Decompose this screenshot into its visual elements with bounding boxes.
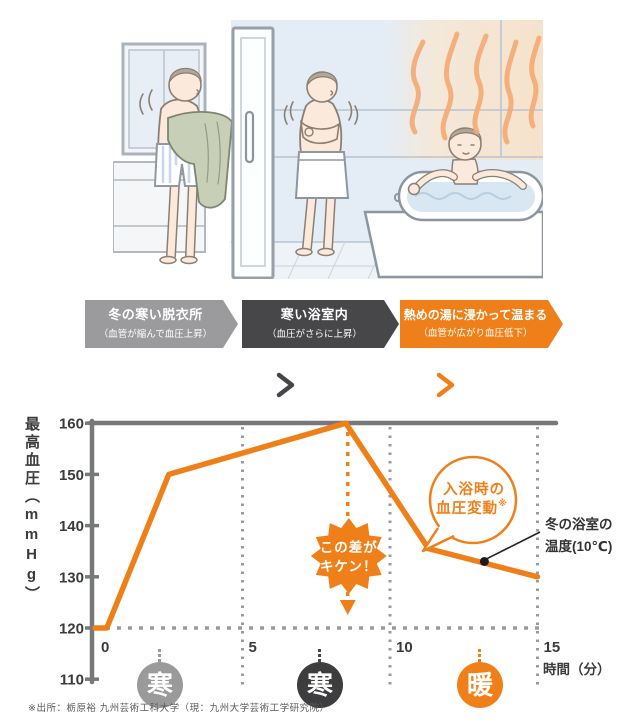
flow-step-2-title: 寒い浴室内 bbox=[280, 307, 349, 323]
grid-layer bbox=[95, 427, 543, 688]
arrow-right-icon bbox=[276, 372, 295, 398]
arrow-right-icon bbox=[436, 372, 455, 398]
x-tick-label: 10 bbox=[396, 639, 413, 656]
speech-bubble-tail bbox=[423, 526, 456, 551]
x-tick-label: 15 bbox=[544, 639, 561, 656]
flow-step-1-banner: 冬の寒い脱衣所 （血管が縮んで血圧上昇） bbox=[85, 300, 238, 348]
blood-pressure-line bbox=[92, 420, 541, 631]
burst-star-icon bbox=[310, 518, 387, 594]
flow-step-1-subtitle: （血管が縮んで血圧上昇） bbox=[98, 328, 213, 340]
flow-step-2-subtitle: （血圧がさらに上昇） bbox=[266, 328, 362, 340]
data-point-dot bbox=[479, 556, 489, 566]
y-tick-label: 130 bbox=[59, 569, 84, 586]
flow-section: 冬の寒い脱衣所 （血管が縮んで血圧上昇） 寒い浴室内 （血圧がさらに上昇） 熱め… bbox=[85, 300, 563, 708]
bathtub bbox=[363, 170, 543, 279]
svg-text:この差が: この差が bbox=[320, 539, 378, 555]
speech-bubble-icon bbox=[428, 455, 518, 545]
door bbox=[231, 26, 275, 279]
badge-cold-2: 寒 bbox=[297, 662, 343, 708]
speech-bubble-tail-outline bbox=[421, 527, 455, 553]
x-tick-label: 5 bbox=[249, 639, 257, 656]
arrow-down-icon bbox=[339, 600, 356, 615]
y-tick-label: 120 bbox=[59, 621, 84, 638]
y-tick-label: 150 bbox=[59, 467, 84, 484]
svg-text:温度(10℃): 温度(10℃) bbox=[545, 538, 612, 554]
flow-step-2-banner: 寒い浴室内 （血圧がさらに上昇） bbox=[242, 300, 399, 348]
svg-text:入浴時の: 入浴時の bbox=[443, 480, 505, 498]
svg-text:冬の浴室の: 冬の浴室の bbox=[545, 516, 613, 532]
flow-step-3-subtitle: （血管が広がり血圧低下） bbox=[418, 328, 533, 340]
x-axis-title: 時間（分） bbox=[543, 661, 611, 677]
y-tick-label: 140 bbox=[59, 518, 84, 535]
bathing-man-figure bbox=[407, 127, 527, 196]
source-note: ※出所：栃原裕 九州芸術工科大学（現：九州大学芸術工学研究院） bbox=[28, 703, 330, 714]
steam-icon bbox=[409, 31, 542, 145]
callout-pointer-line bbox=[487, 531, 541, 560]
flow-step-3-banner: 熱めの湯に浸かって温まる （血管が広がり血圧低下） bbox=[400, 300, 563, 348]
dotted-connector bbox=[318, 649, 321, 662]
badge-warm: 暖 bbox=[457, 662, 503, 708]
y-tick-label: 160 bbox=[59, 416, 84, 433]
flow-step-1-title: 冬の寒い脱衣所 bbox=[108, 307, 203, 323]
blood-pressure-chart: 160 150 140 130 120 110 0 5 10 15 この差が キケン！ 入浴時の … bbox=[59, 416, 613, 689]
dotted-connector bbox=[478, 649, 481, 662]
flow-arrows bbox=[184, 372, 455, 398]
dotted-connector bbox=[158, 649, 161, 662]
svg-text:キケン！: キケン！ bbox=[320, 559, 378, 574]
tick-layer: 160 150 140 130 120 110 0 5 10 15 bbox=[59, 416, 560, 689]
flow-step-3-title: 熱めの湯に浸かって温まる bbox=[403, 307, 548, 322]
y-tick-label: 110 bbox=[60, 672, 84, 689]
undressing-man-figure bbox=[139, 67, 233, 265]
x-tick-label: 0 bbox=[101, 639, 109, 656]
bubble-line2: 血圧変動※ bbox=[436, 498, 508, 517]
bubble-annotation: 入浴時の 血圧変動※ bbox=[421, 455, 518, 553]
callout-annotation: 冬の浴室の 温度(10℃) bbox=[479, 516, 613, 566]
bathroom-illustration bbox=[113, 20, 543, 279]
burst-annotation: この差が キケン！ bbox=[310, 518, 387, 594]
y-axis-title: 最高血圧（mmHg） bbox=[23, 416, 40, 604]
shivering-man-figure bbox=[283, 71, 359, 257]
badge-cold-1: 寒 bbox=[137, 662, 183, 708]
